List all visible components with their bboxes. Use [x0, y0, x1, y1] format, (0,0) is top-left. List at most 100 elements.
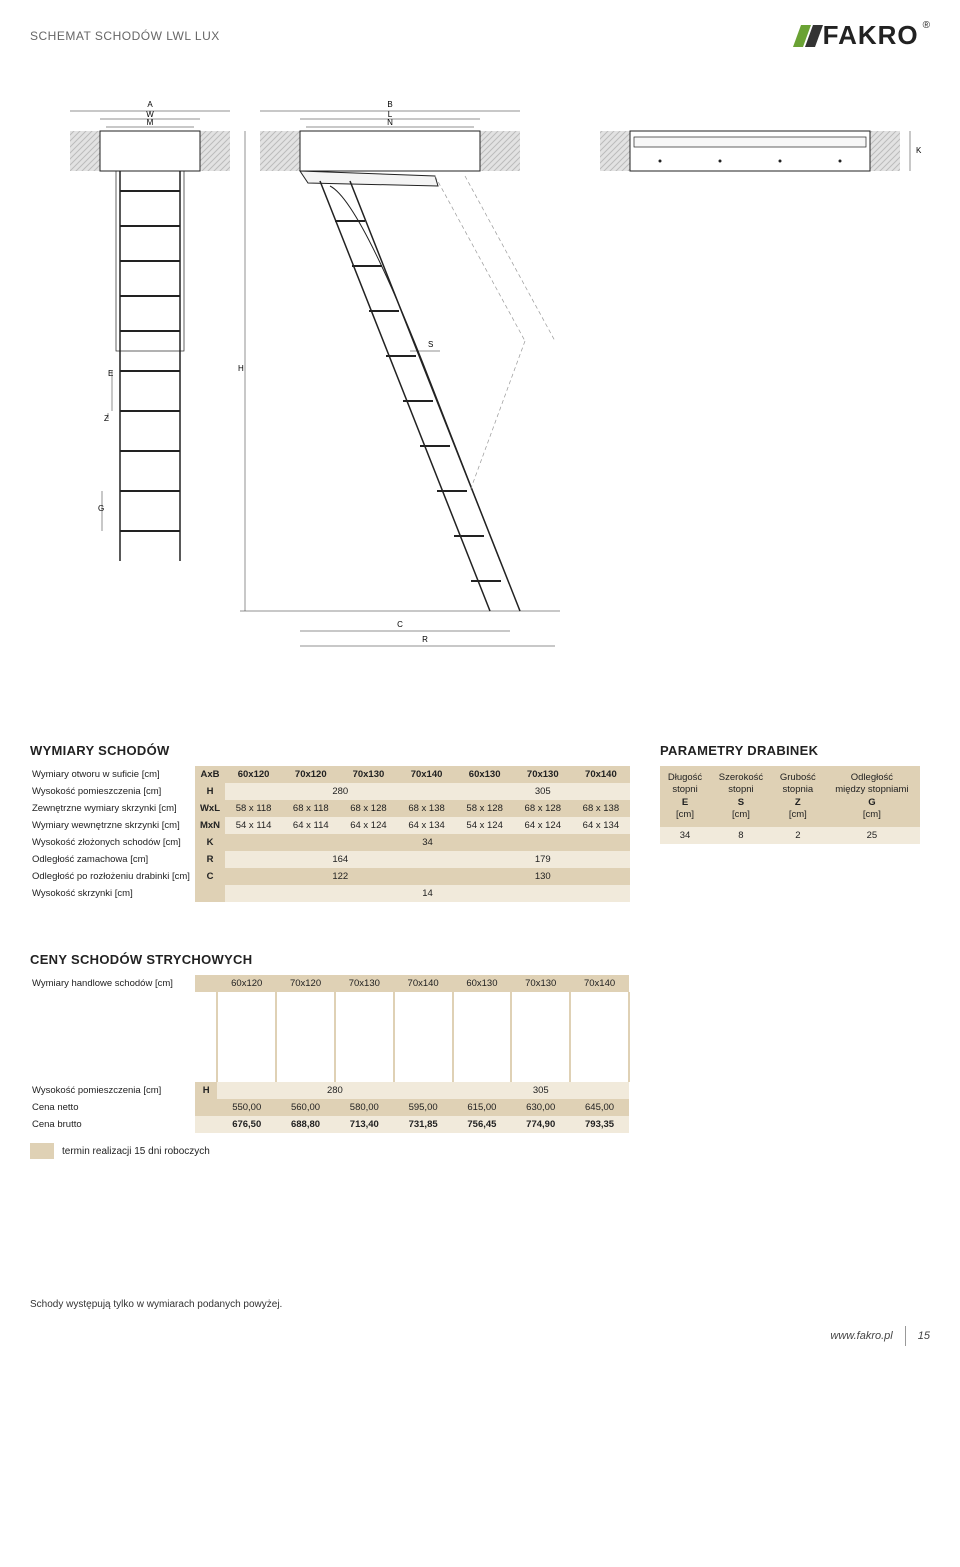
cell: 280 [217, 1082, 452, 1099]
svg-text:A: A [147, 100, 153, 109]
cell [394, 992, 453, 1082]
svg-text:R: R [422, 635, 428, 644]
table-row: Wymiary otworu w suficie [cm]AxB60x12070… [30, 766, 630, 783]
row-symbol: H [195, 783, 225, 800]
cell: 731,85 [394, 1116, 453, 1133]
cell: 164 [225, 851, 456, 868]
cell: 550,00 [217, 1099, 276, 1116]
svg-text:B: B [387, 100, 392, 109]
cell: 68 x 138 [397, 800, 455, 817]
params-title: PARAMETRY DRABINEK [660, 743, 920, 758]
divider-icon [905, 1326, 906, 1346]
cell: 68 x 128 [514, 800, 572, 817]
row-symbol: H [195, 1082, 217, 1099]
cell: 756,45 [453, 1116, 512, 1133]
cell: 280 [225, 783, 456, 800]
cell: 70x140 [572, 766, 630, 783]
cell: 713,40 [335, 1116, 394, 1133]
page-footer: www.fakro.pl 15 [30, 1320, 930, 1360]
cell [217, 992, 276, 1082]
param-header: DługośćstopniE[cm] [660, 766, 710, 827]
cell [511, 992, 570, 1082]
row-symbol [195, 1116, 217, 1133]
row-symbol: C [195, 868, 225, 885]
table-row: Zewnętrzne wymiary skrzynki [cm]WxL58 x … [30, 800, 630, 817]
row-symbol: K [195, 834, 225, 851]
prices-title: CENY SCHODÓW STRYCHOWYCH [30, 952, 930, 967]
cell: 305 [456, 783, 630, 800]
table-row: Cena netto550,00560,00580,00595,00615,00… [30, 1099, 629, 1116]
cell: 130 [456, 868, 630, 885]
cell [453, 992, 512, 1082]
param-value: 25 [824, 827, 920, 844]
dimensions-block: WYMIARY SCHODÓW Wymiary otworu w suficie… [30, 731, 630, 902]
cell [30, 992, 217, 1082]
footer-url: www.fakro.pl [830, 1330, 892, 1342]
table-row: Wysokość złożonych schodów [cm]K34 [30, 834, 630, 851]
table-row: Cena brutto676,50688,80713,40731,85756,4… [30, 1116, 629, 1133]
row-symbol: R [195, 851, 225, 868]
svg-text:E: E [108, 369, 113, 378]
svg-text:K: K [916, 146, 922, 155]
cell: 68 x 128 [339, 800, 397, 817]
row-label: Zewnętrzne wymiary skrzynki [cm] [30, 800, 195, 817]
row-label: Wysokość skrzynki [cm] [30, 885, 195, 902]
cell: 54 x 124 [456, 817, 514, 834]
cell: 58 x 118 [225, 800, 282, 817]
row-label: Wymiary wewnętrzne skrzynki [cm] [30, 817, 195, 834]
cell: 70x130 [514, 766, 572, 783]
param-value: 8 [710, 827, 772, 844]
row-label: Odległość po rozłożeniu drabinki [cm] [30, 868, 195, 885]
row-symbol: AxB [195, 766, 225, 783]
cell: 64 x 134 [572, 817, 630, 834]
ladder-diagram-svg: A W M [30, 91, 930, 691]
row-symbol [195, 1099, 217, 1116]
cell: 64 x 114 [282, 817, 339, 834]
row-symbol [195, 975, 217, 992]
svg-text:M: M [147, 118, 154, 127]
cell: 70x130 [335, 975, 394, 992]
cell: 122 [225, 868, 456, 885]
cell: 70x130 [339, 766, 397, 783]
page-number: 15 [918, 1330, 930, 1342]
table-row: Wymiary wewnętrzne skrzynki [cm]MxN54 x … [30, 817, 630, 834]
cell: 70x140 [570, 975, 629, 992]
cell: 60x130 [453, 975, 512, 992]
param-header: Odległośćmiędzy stopniamiG[cm] [824, 766, 920, 827]
cell: 60x130 [456, 766, 514, 783]
param-header: SzerokośćstopniS[cm] [710, 766, 772, 827]
cell: 560,00 [276, 1099, 335, 1116]
cell: 64 x 134 [397, 817, 455, 834]
brand-name: FAKRO [823, 20, 919, 51]
svg-text:G: G [98, 504, 104, 513]
row-label: Wysokość pomieszczenia [cm] [30, 783, 195, 800]
table-row: Wysokość pomieszczenia [cm]H280305 [30, 1082, 629, 1099]
cell: 70x120 [276, 975, 335, 992]
cell: 70x140 [397, 766, 455, 783]
cell: 64 x 124 [339, 817, 397, 834]
params-block: PARAMETRY DRABINEK DługośćstopniE[cm]Sze… [660, 731, 920, 844]
prices-table: Wymiary handlowe schodów [cm] 60x12070x12… [30, 975, 630, 1133]
row-label: Odległość zamachowa [cm] [30, 851, 195, 868]
legend-box-icon [30, 1143, 54, 1159]
cell: 793,35 [570, 1116, 629, 1133]
cell: 60x120 [217, 975, 276, 992]
cell: 615,00 [453, 1099, 512, 1116]
cell: 70x120 [282, 766, 339, 783]
cell: 60x120 [225, 766, 282, 783]
table-row [30, 992, 629, 1082]
cell: 14 [225, 885, 630, 902]
table-row: Wysokość skrzynki [cm] 14 [30, 885, 630, 902]
row-label: Wymiary handlowe schodów [cm] [30, 975, 195, 992]
logo-icon [797, 25, 819, 47]
svg-text:S: S [428, 340, 433, 349]
row-label: Cena brutto [30, 1116, 195, 1133]
table-row: Odległość zamachowa [cm]R164179 [30, 851, 630, 868]
termin-text: termin realizacji 15 dni roboczych [62, 1146, 210, 1157]
cell: 68 x 118 [282, 800, 339, 817]
dimensions-table: Wymiary otworu w suficie [cm]AxB60x12070… [30, 766, 630, 902]
cell [570, 992, 629, 1082]
param-value: 2 [772, 827, 824, 844]
cell: 595,00 [394, 1099, 453, 1116]
cell: 68 x 138 [572, 800, 630, 817]
